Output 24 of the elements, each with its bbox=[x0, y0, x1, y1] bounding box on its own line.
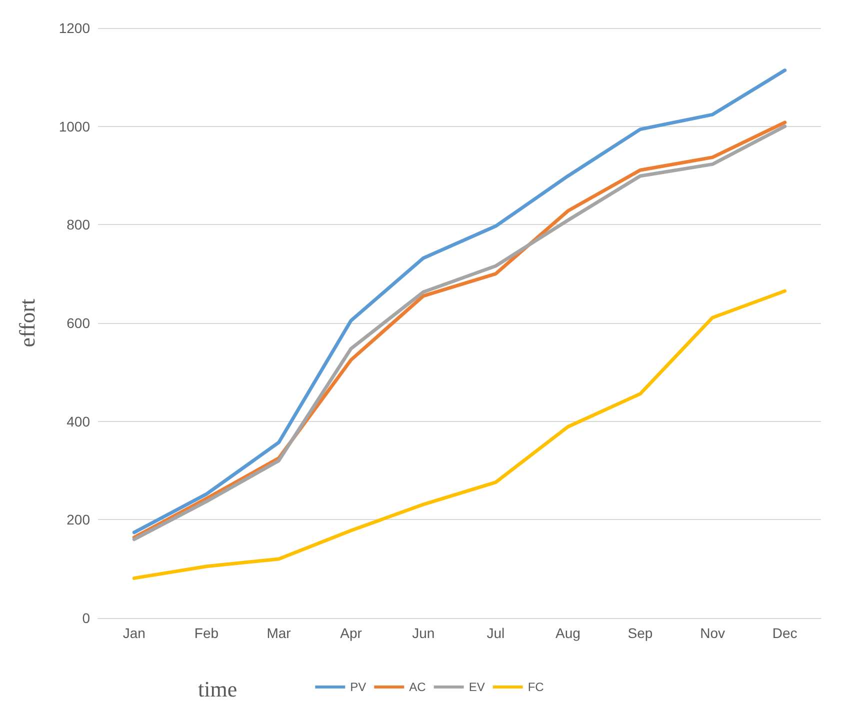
legend-label: AC bbox=[409, 680, 426, 694]
x-tick-label: Apr bbox=[340, 625, 362, 641]
x-tick-label: Jan bbox=[122, 625, 146, 641]
y-tick-label: 200 bbox=[66, 512, 90, 528]
y-tick-label: 600 bbox=[66, 315, 90, 331]
x-tick-label: Dec bbox=[772, 625, 798, 641]
x-tick-label: Jul bbox=[486, 625, 505, 641]
y-tick-label: 0 bbox=[82, 610, 90, 626]
y-tick-label: 800 bbox=[66, 216, 90, 233]
y-tick-label: 400 bbox=[66, 413, 90, 430]
y-tick-label: 1200 bbox=[58, 20, 90, 36]
y-tick-label: 1000 bbox=[58, 118, 90, 134]
x-tick-label: Nov bbox=[700, 625, 726, 641]
y-axis-title: effort bbox=[14, 298, 40, 348]
line-series bbox=[132, 289, 787, 580]
x-axis-title: time bbox=[198, 676, 238, 702]
x-tick-label: Mar bbox=[266, 625, 292, 641]
x-tick-label: Aug bbox=[555, 625, 580, 641]
legend-label: EV bbox=[468, 680, 485, 694]
legend-label: PV bbox=[350, 680, 366, 694]
x-tick-label: Feb bbox=[194, 625, 219, 641]
x-tick-label: Jun bbox=[412, 625, 435, 641]
x-tick-label: Sep bbox=[628, 625, 653, 641]
legend-label: FC bbox=[528, 680, 544, 694]
